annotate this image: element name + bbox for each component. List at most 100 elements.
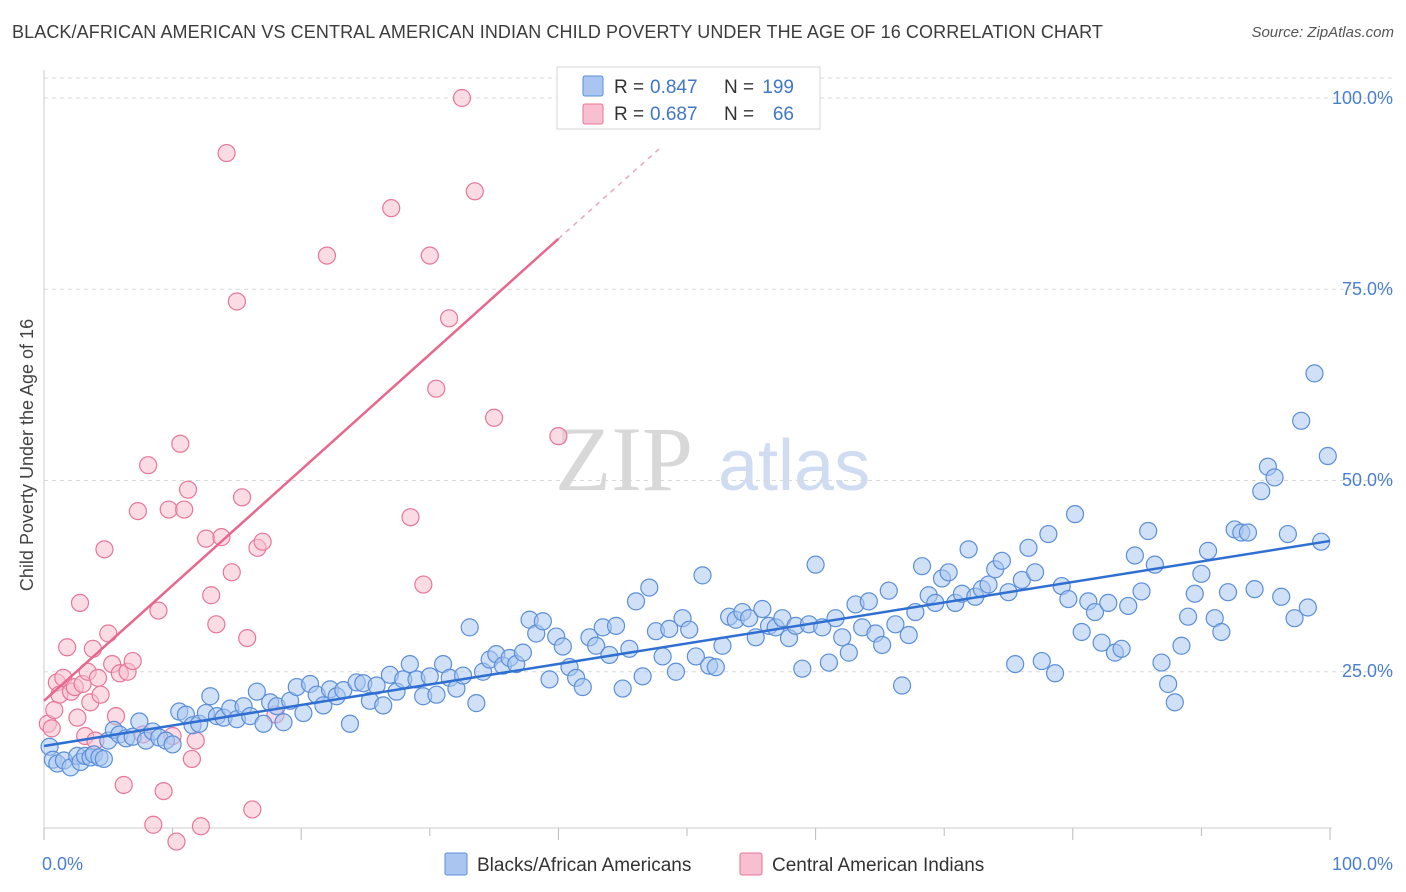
black-african-american-points	[40, 364, 1337, 777]
black-african-american-point	[540, 670, 559, 689]
central-american-point	[212, 528, 231, 547]
central-american-point	[414, 575, 433, 594]
legend-r-value-pink: 0.687	[650, 104, 698, 125]
central-american-point	[232, 488, 252, 507]
central-american-point	[42, 719, 61, 738]
legend-r-label-pink: R =	[614, 104, 644, 125]
black-african-american-point	[680, 620, 699, 639]
central-american-point	[70, 593, 90, 613]
watermark-atlas: atlas	[718, 426, 870, 506]
central-american-point	[99, 624, 118, 643]
black-african-american-point	[1212, 622, 1231, 642]
series-legend: Blacks/African Americans Central America…	[444, 852, 984, 876]
black-african-american-point	[912, 557, 932, 576]
legend-n-label-pink: N =	[724, 104, 754, 125]
black-african-american-point	[1026, 563, 1045, 582]
black-african-american-point	[1099, 593, 1118, 613]
central-american-point	[401, 508, 420, 527]
black-african-american-point	[873, 635, 892, 655]
black-african-american-point	[1006, 654, 1025, 674]
black-african-american-point	[1045, 664, 1065, 683]
central-american-point	[83, 639, 102, 658]
black-african-american-point	[1112, 639, 1131, 658]
pink-trend-extension	[557, 146, 662, 240]
black-african-american-point	[1139, 521, 1158, 541]
central-american-point	[114, 775, 133, 795]
central-american-point	[88, 668, 108, 687]
black-african-american-point	[553, 637, 572, 656]
central-american-point	[452, 88, 472, 108]
y-tick-label-75: 75.0%	[1342, 279, 1393, 299]
central-american-point	[123, 651, 142, 671]
black-african-american-point	[1285, 609, 1304, 628]
y-tick-label-100: 100.0%	[1332, 88, 1393, 108]
central-american-point	[128, 502, 147, 521]
central-american-point	[222, 563, 241, 582]
black-african-american-point	[793, 659, 812, 678]
black-african-american-point	[992, 551, 1011, 570]
central-american-point	[95, 540, 114, 559]
legend-swatch-blue	[582, 75, 604, 97]
black-african-american-point	[1292, 411, 1311, 430]
central-american-point	[427, 379, 446, 398]
central-american-point	[154, 781, 173, 801]
central-american-point	[420, 246, 439, 265]
legend-n-label-blue: N =	[724, 77, 754, 98]
black-african-american-point	[201, 687, 220, 706]
black-african-american-point	[254, 714, 273, 733]
black-african-american-point	[886, 615, 905, 634]
y-axis-label: Child Poverty Under the Age of 16	[17, 319, 37, 591]
central-american-point	[149, 601, 168, 620]
black-african-american-point	[1032, 651, 1051, 671]
legend-n-value-pink: 66	[773, 104, 794, 125]
black-african-american-point	[247, 682, 266, 701]
central-american-point	[207, 615, 226, 634]
black-african-american-point	[666, 662, 686, 681]
black-african-american-point	[640, 578, 659, 597]
trend-lines	[43, 146, 1331, 748]
x-tick-label-100: 100.0%	[1332, 854, 1393, 874]
black-african-american-point	[819, 653, 839, 672]
black-african-american-point	[706, 658, 725, 677]
black-african-american-point	[633, 667, 652, 686]
black-african-american-point	[660, 619, 679, 639]
series-swatch-pink	[739, 852, 763, 876]
legend-swatch-pink	[582, 103, 604, 125]
central-american-point	[485, 408, 504, 427]
central-american-point	[549, 427, 568, 446]
central-american-point	[238, 628, 257, 648]
black-african-american-point	[739, 609, 759, 628]
central-american-point	[202, 586, 221, 605]
central-american-point	[243, 800, 262, 819]
black-african-american-point	[94, 749, 113, 769]
black-african-american-point	[626, 592, 646, 611]
central-american-point	[175, 500, 194, 519]
black-african-american-point	[1245, 580, 1264, 599]
axes	[43, 70, 1332, 829]
central-american-point	[68, 708, 87, 727]
black-african-american-point	[163, 735, 182, 754]
black-african-american-point	[806, 555, 825, 574]
black-african-american-point	[453, 666, 473, 685]
legend-n-value-blue: 199	[762, 77, 794, 98]
central-american-point	[171, 434, 190, 453]
central-american-point	[58, 638, 77, 657]
black-african-american-point	[374, 696, 393, 715]
black-african-american-point	[833, 628, 852, 647]
black-african-american-point	[1298, 598, 1317, 617]
x-ticks	[43, 828, 1331, 840]
central-american-point	[465, 182, 484, 201]
black-african-american-point	[340, 714, 360, 733]
black-african-american-point	[1305, 364, 1324, 383]
black-african-american-point	[892, 676, 912, 695]
central-american-point	[45, 700, 64, 720]
black-african-american-point	[1092, 633, 1111, 652]
central-american-points	[38, 88, 568, 851]
black-african-american-point	[1218, 583, 1238, 602]
black-african-american-point	[573, 677, 592, 697]
black-african-american-point	[586, 636, 606, 655]
central-american-point	[186, 731, 205, 750]
black-african-american-point	[1278, 524, 1297, 544]
black-african-american-point	[1119, 596, 1138, 616]
